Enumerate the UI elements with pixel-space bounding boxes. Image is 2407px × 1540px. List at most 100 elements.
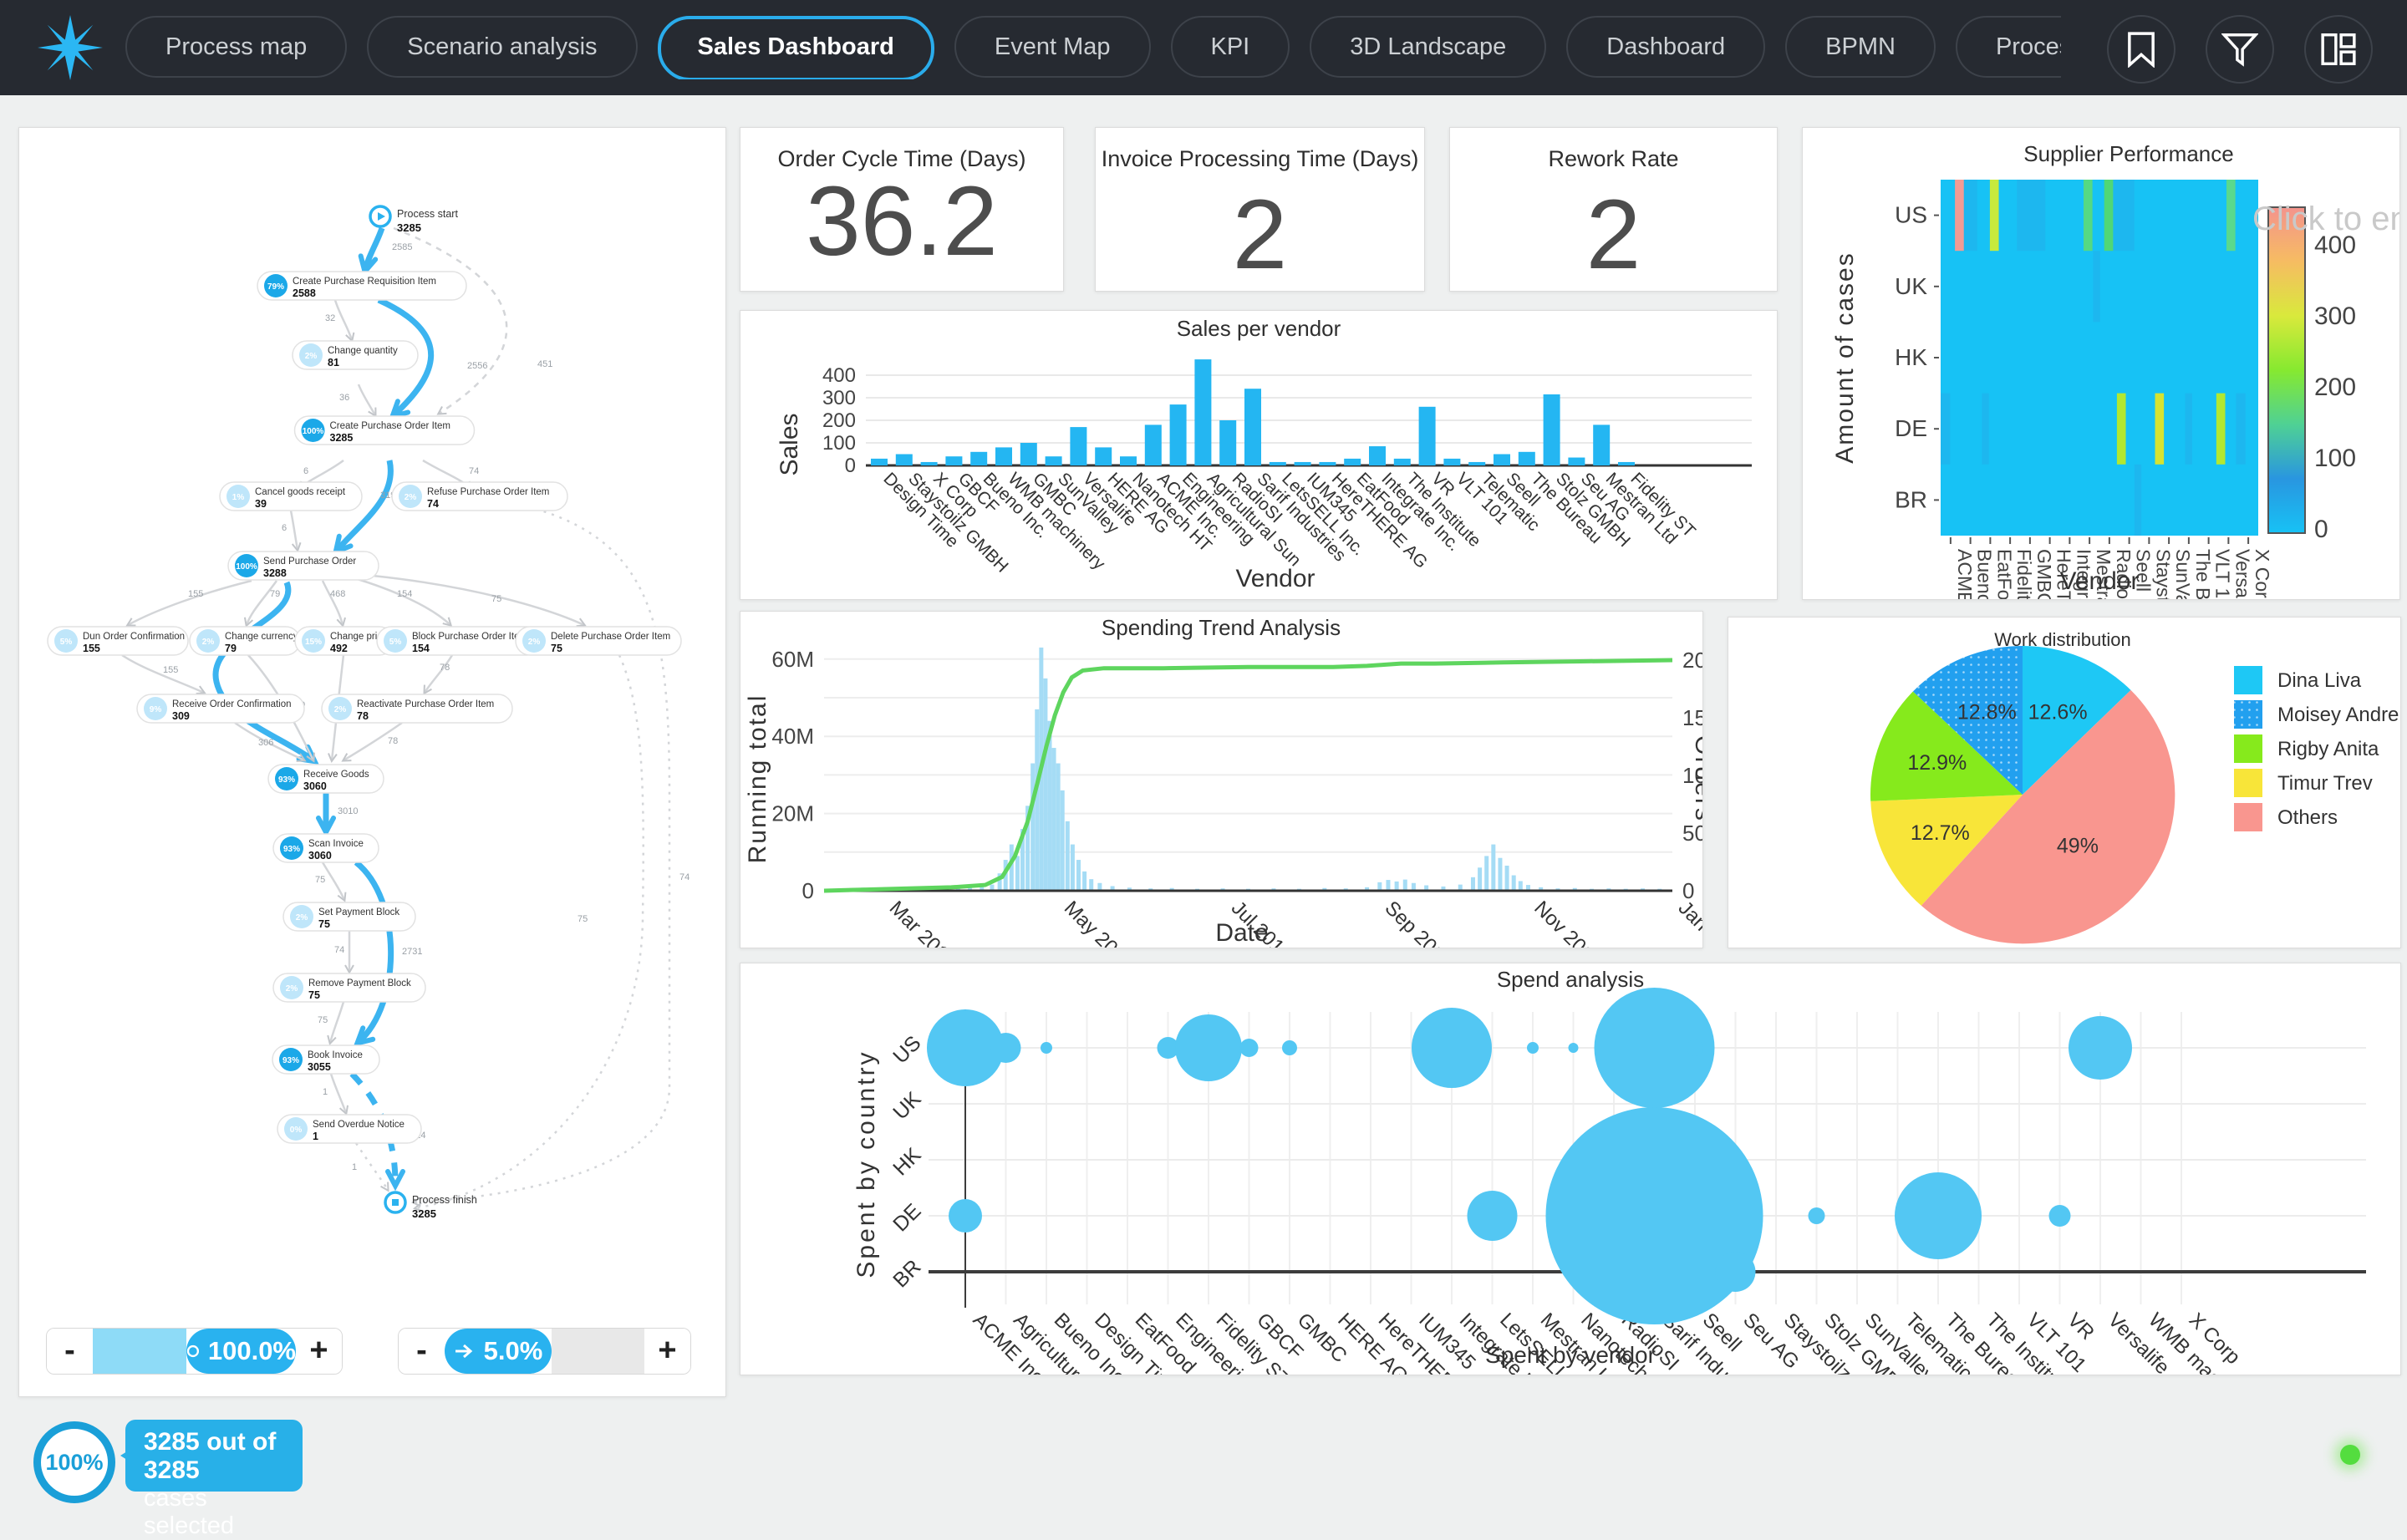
tab-bpmn[interactable]: BPMN [1785,16,1936,78]
trend-bar[interactable] [1458,884,1463,891]
heatmap-cell[interactable] [2109,180,2135,252]
bar[interactable] [1393,458,1411,465]
process-edge[interactable] [357,384,377,418]
trend-bar[interactable] [1015,856,1020,891]
trend-bar[interactable] [1478,867,1483,891]
filter-button[interactable] [2206,15,2274,84]
trend-bar[interactable] [1110,886,1115,891]
bubble[interactable] [927,1009,1004,1086]
trend-bar[interactable] [1386,880,1391,891]
bar[interactable] [1518,451,1535,465]
pie-slice-rigby-anita[interactable] [1870,691,2023,801]
activity-minus-button[interactable]: - [399,1329,445,1374]
trend-bar[interactable] [980,887,985,891]
bar[interactable] [1269,461,1286,465]
process-edge[interactable] [329,1073,349,1116]
bar[interactable] [1344,458,1361,465]
bar[interactable] [1319,461,1336,465]
tab-event-map[interactable]: Event Map [954,16,1151,78]
bubble[interactable] [1175,1014,1242,1081]
bar[interactable] [970,451,988,465]
heatmap-cell[interactable] [2084,180,2093,252]
trend-bar[interactable] [1009,844,1014,891]
bar[interactable] [995,447,1012,465]
bubble[interactable] [1715,1252,1756,1292]
process-edge[interactable] [212,581,319,765]
trend-bar[interactable] [1035,709,1040,891]
process-edge[interactable] [351,576,453,628]
bar[interactable] [1593,424,1611,465]
bubble[interactable] [1282,1040,1297,1055]
heatmap-cell[interactable] [2226,180,2236,252]
trend-bar[interactable] [1076,860,1081,891]
activity-slider-handle[interactable]: 5.0% [445,1329,552,1374]
trend-bar[interactable] [1097,882,1102,891]
trend-bar[interactable] [1511,875,1516,891]
trend-bar[interactable] [1047,720,1052,891]
trend-bar[interactable] [1572,887,1577,891]
zoom-slider-track[interactable] [93,1329,186,1374]
trend-bar[interactable] [1082,871,1087,891]
process-edge[interactable] [332,460,394,557]
trend-bar[interactable] [1089,879,1094,891]
trend-bar[interactable] [1377,882,1382,891]
trend-bar[interactable] [1525,885,1530,891]
bar[interactable] [895,454,913,466]
bar[interactable] [1294,461,1311,465]
trend-bar[interactable] [1003,860,1008,891]
tab-kpi[interactable]: KPI [1170,16,1290,78]
zoom-slider[interactable]: - 100.0% + [46,1328,343,1375]
orders-line[interactable] [823,658,1673,893]
tab-sales-dashboard[interactable]: Sales Dashboard [657,16,934,79]
trend-bar[interactable] [955,887,960,891]
heatmap-cell[interactable] [2017,180,2046,252]
bar[interactable] [1045,456,1062,465]
trend-bar[interactable] [1411,882,1416,891]
bubble[interactable] [1687,1039,1703,1056]
bubble[interactable] [1594,988,1715,1108]
trend-bar[interactable] [1470,877,1475,891]
heatmap-cell[interactable] [2236,393,2246,465]
pie-slice-others[interactable] [1921,689,2175,944]
process-edge[interactable] [354,1142,389,1192]
heatmap-cell[interactable] [2134,464,2142,536]
pie-slice-dina-liva[interactable] [2023,646,2131,795]
trend-bar[interactable] [1025,806,1030,891]
trend-bar[interactable] [1056,763,1061,891]
process-edge[interactable] [121,653,206,695]
bubble[interactable] [1239,1039,1259,1057]
heatmap-cell[interactable] [2216,393,2226,465]
bubble[interactable] [1412,1008,1492,1088]
zoom-slider-handle[interactable]: 100.0% [186,1329,296,1374]
bubble[interactable] [990,1033,1021,1063]
tab-process-audit[interactable]: Process audit [1955,16,2061,78]
bar[interactable] [1494,454,1510,466]
bar[interactable] [1070,427,1087,465]
bar[interactable] [1219,420,1237,465]
process-edge[interactable] [377,297,435,420]
bar[interactable] [1244,389,1261,465]
process-edge[interactable] [341,721,403,762]
bookmark-button[interactable] [2107,15,2175,84]
heatmap-cell[interactable] [1961,180,1977,252]
heatmap-cell[interactable] [2104,180,2114,252]
trend-bar[interactable] [997,873,1002,891]
trend-bar[interactable] [1504,865,1509,891]
trend-bar[interactable] [968,887,973,891]
activity-plus-button[interactable]: + [644,1329,690,1374]
trend-bar[interactable] [1518,881,1523,891]
process-edge[interactable] [327,1001,345,1045]
heatmap-cell[interactable] [1989,180,1999,252]
heatmap-cell[interactable] [2155,393,2165,465]
trend-bar[interactable] [1169,887,1174,891]
bubble[interactable] [949,1199,982,1233]
